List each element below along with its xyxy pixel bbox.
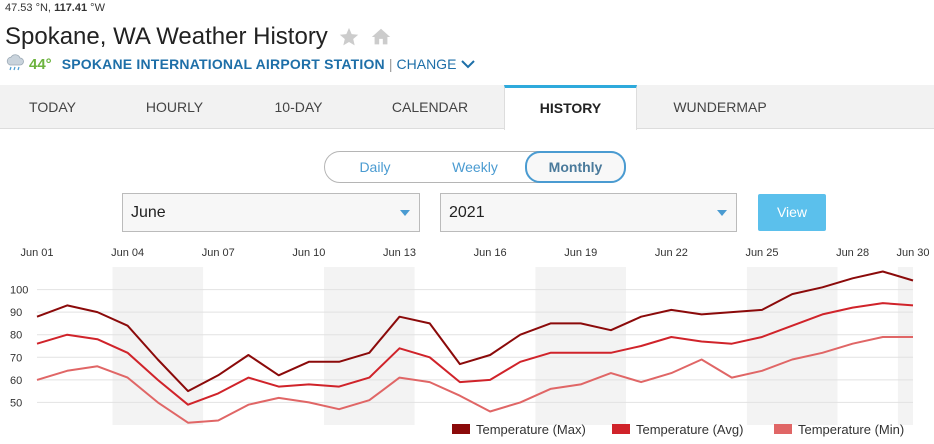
longitude-unit: °W (90, 2, 105, 14)
x-tick-label: Jun 10 (292, 247, 325, 259)
chart-series (36, 270, 914, 424)
legend-label[interactable]: Temperature (Min) (798, 422, 904, 437)
tab-hourly[interactable]: HOURLY (145, 99, 204, 115)
x-tick-label: Jun 13 (383, 247, 416, 259)
y-tick-label: 80 (10, 330, 22, 342)
month-select[interactable]: June (122, 193, 420, 232)
year-select[interactable]: 2021 (440, 193, 737, 232)
legend-swatch[interactable] (452, 424, 470, 434)
chart-legend: Temperature (Max) Temperature (Avg) Temper… (452, 422, 904, 437)
month-select-value: June (131, 204, 166, 221)
rain-cloud-icon (5, 53, 25, 75)
y-tick-label: 70 (10, 352, 22, 364)
y-axis-ticks: 50 60 70 80 90 100 (10, 285, 28, 410)
x-tick-label: Jun 19 (564, 247, 597, 259)
chart-bands (112, 267, 913, 425)
x-tick-label: Jun 28 (836, 247, 869, 259)
x-tick-label: Jun 16 (474, 247, 507, 259)
chart-band (323, 267, 415, 425)
latitude: 47.53 (5, 2, 33, 14)
x-tick-label: Jun 30 (896, 247, 929, 259)
chart-band (112, 267, 204, 425)
y-tick-label: 100 (10, 285, 28, 297)
nav-tabs: TODAY HOURLY 10-DAY CALENDAR HISTORY WUN… (0, 85, 934, 130)
view-button[interactable]: View (758, 194, 826, 231)
tab-history[interactable]: HISTORY (504, 85, 637, 130)
x-tick-label: Jun 22 (655, 247, 688, 259)
y-tick-label: 90 (10, 307, 22, 319)
chart-band (535, 267, 627, 425)
y-tick-label: 50 (10, 397, 22, 409)
period-toggle: Daily Weekly Monthly (324, 151, 626, 183)
station-row: 44° SPOKANE INTERNATIONAL AIRPORT STATIO… (5, 53, 477, 75)
change-label: CHANGE (396, 56, 457, 72)
series-line[interactable] (36, 270, 914, 393)
tab-today[interactable]: TODAY (29, 99, 76, 115)
x-axis-ticks: Jun 01 Jun 04 Jun 07 Jun 10 Jun 13 Jun 16 Jun … (20, 247, 929, 259)
star-icon[interactable] (338, 26, 360, 48)
caret-down-icon (400, 210, 410, 216)
title-row: Spokane, WA Weather History (5, 20, 392, 54)
change-station-link[interactable]: CHANGE (397, 56, 477, 72)
longitude: 117.41 (54, 2, 88, 14)
period-monthly-option[interactable]: Monthly (525, 151, 626, 183)
tab-calendar[interactable]: CALENDAR (391, 99, 469, 115)
series-line[interactable] (36, 336, 913, 424)
legend-swatch[interactable] (774, 424, 792, 434)
legend-label[interactable]: Temperature (Max) (476, 422, 586, 437)
series-line[interactable] (36, 302, 914, 406)
y-tick-label: 60 (10, 375, 22, 387)
latitude-unit: °N, (35, 2, 51, 14)
x-tick-label: Jun 25 (745, 247, 778, 259)
tab-wundermap[interactable]: WUNDERMAP (673, 99, 767, 115)
x-tick-label: Jun 04 (111, 247, 144, 259)
legend-label[interactable]: Temperature (Avg) (636, 422, 743, 437)
separator: | (388, 56, 393, 72)
coordinates: 47.53 °N, 117.41 °W (5, 2, 105, 14)
x-tick-label: Jun 07 (202, 247, 235, 259)
legend-swatch[interactable] (612, 424, 630, 434)
chevron-down-icon (461, 60, 476, 69)
year-select-value: 2021 (449, 204, 485, 221)
chart-band (897, 267, 913, 425)
current-temperature: 44° (29, 55, 52, 73)
temperature-history-chart: Jun 01 Jun 04 Jun 07 Jun 10 Jun 13 Jun 16 Jun … (10, 247, 930, 437)
page-title: Spokane, WA Weather History (5, 23, 328, 50)
station-name-link[interactable]: SPOKANE INTERNATIONAL AIRPORT STATION (61, 56, 385, 72)
caret-down-icon (717, 210, 727, 216)
x-tick-label: Jun 01 (20, 247, 53, 259)
chart-gridlines (37, 289, 913, 403)
chart-band (746, 267, 838, 425)
period-weekly-option[interactable]: Weekly (452, 159, 498, 175)
period-daily-option[interactable]: Daily (359, 159, 391, 175)
home-icon[interactable] (370, 26, 392, 48)
tab-10-day[interactable]: 10-DAY (274, 99, 323, 115)
